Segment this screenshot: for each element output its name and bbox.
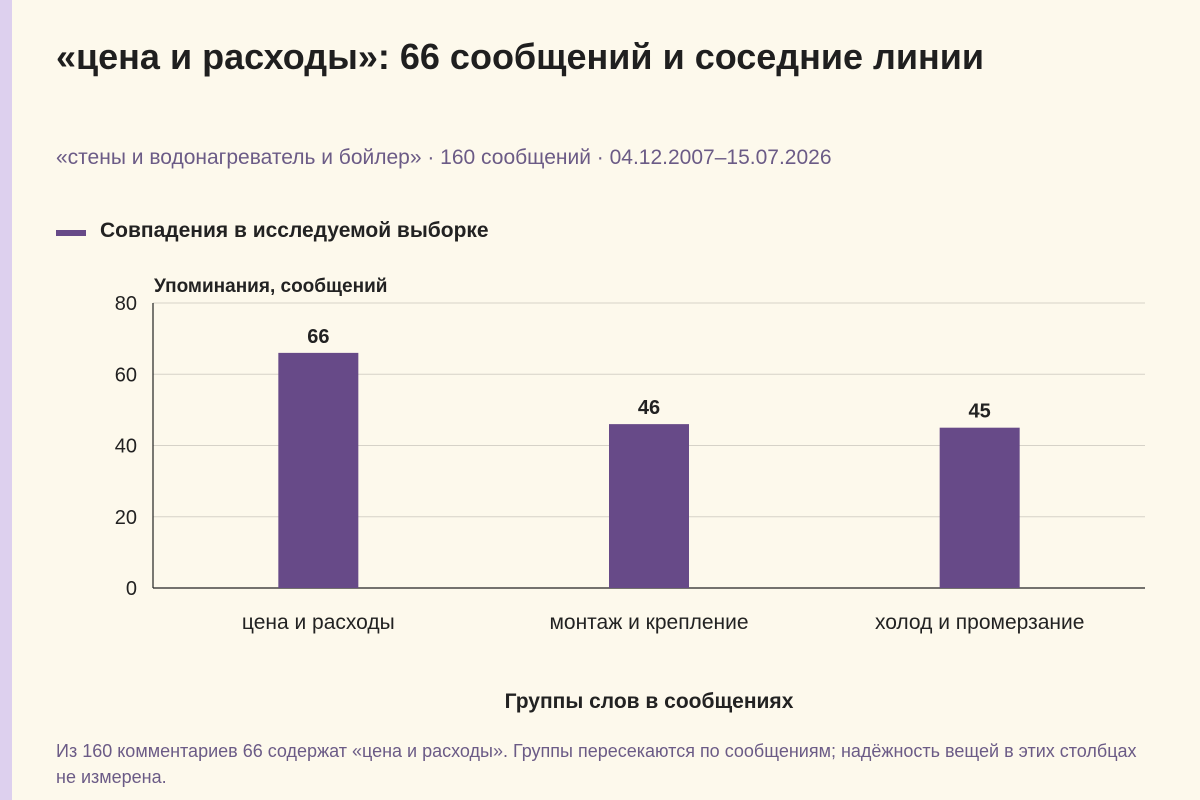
y-tick-label: 20 — [115, 507, 137, 529]
x-axis-label: Группы слов в сообщениях — [505, 690, 794, 713]
page-title: «цена и расходы»: 66 сообщений и соседни… — [56, 36, 985, 77]
y-tick-label: 60 — [115, 364, 137, 386]
footnote: Из 160 комментариев 66 содержат «цена и … — [56, 741, 1137, 787]
chart-legend: Совпадения в исследуемой выборке — [56, 219, 489, 243]
left-accent-stripe — [0, 0, 12, 800]
x-tick-label: холод и промерзание — [875, 611, 1084, 634]
bar-value-label: 46 — [638, 397, 660, 419]
x-tick-label: цена и расходы — [242, 611, 395, 634]
legend-label: Совпадения в исследуемой выборке — [100, 219, 489, 242]
page-subtitle: «стены и водонагреватель и бойлер» · 160… — [56, 146, 832, 169]
y-tick-label: 40 — [115, 436, 137, 458]
y-tick-label: 80 — [115, 293, 137, 315]
x-tick-label: монтаж и крепление — [549, 611, 748, 634]
bar — [609, 424, 689, 588]
bar-value-label: 45 — [969, 401, 991, 423]
legend-swatch — [56, 230, 86, 236]
bar-value-label: 66 — [307, 326, 329, 348]
y-tick-label: 0 — [126, 578, 137, 600]
bar — [278, 352, 359, 588]
y-axis-label: Упоминания, сообщений — [154, 276, 387, 297]
bar — [939, 427, 1020, 588]
